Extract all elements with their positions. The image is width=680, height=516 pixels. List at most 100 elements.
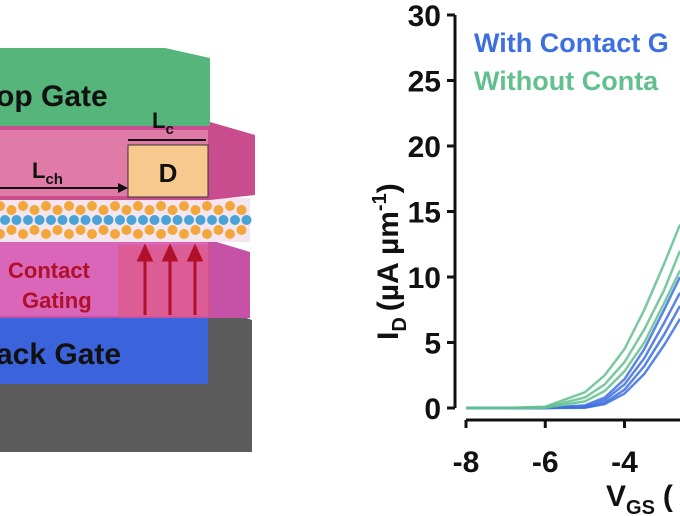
curve [466, 250, 680, 410]
atom [0, 201, 5, 211]
atom [195, 215, 206, 225]
atom [190, 205, 201, 215]
chart: 0 5 10 15 20 25 30 -8 -6 -4 With Contact G Without … [408, 0, 680, 479]
atom [64, 201, 74, 211]
y-label-close: ) [372, 183, 405, 193]
atom [18, 229, 28, 239]
atom [167, 205, 178, 215]
atom [29, 205, 40, 215]
atom [179, 201, 189, 211]
atom [75, 205, 86, 215]
atom [110, 201, 120, 211]
atom [202, 229, 212, 239]
atom [225, 229, 235, 239]
atom [236, 225, 247, 235]
back-gate-layer [0, 318, 208, 384]
y-tick-label: 5 [424, 328, 441, 361]
y-label-sub: D [389, 317, 411, 331]
atom [133, 201, 143, 211]
atom [179, 229, 189, 239]
arrow-head [118, 183, 128, 193]
gating-label: Gating [22, 288, 92, 313]
atom [156, 201, 166, 211]
atom [41, 201, 51, 211]
atom [144, 205, 155, 215]
gating-label: Contact [8, 258, 91, 283]
channel [0, 198, 252, 242]
atom [98, 225, 109, 235]
atom [75, 225, 86, 235]
y-tick-label: 30 [408, 0, 441, 33]
atom [133, 229, 143, 239]
y-axis-label: ID (µA µm-1) [369, 183, 411, 340]
lc-main: L [152, 108, 165, 133]
y-tick-label: 15 [408, 197, 441, 230]
curve [466, 292, 680, 410]
y-label-main: I [372, 332, 405, 340]
atom [41, 229, 51, 239]
atom [156, 229, 166, 239]
drain-box [127, 144, 209, 198]
curve [466, 269, 680, 410]
atom [241, 215, 252, 225]
atom [64, 229, 74, 239]
atom [103, 215, 114, 225]
drain-label: D [159, 158, 178, 188]
atom [126, 215, 137, 225]
atom [213, 205, 224, 215]
atom [236, 205, 247, 215]
x-label-rest: ( [663, 480, 673, 513]
curve [466, 276, 680, 410]
lch-label: Lch [32, 158, 63, 188]
atom [6, 225, 17, 235]
atom [225, 201, 235, 211]
y-tick-label: 20 [408, 131, 441, 164]
atom [6, 205, 17, 215]
atom [34, 215, 45, 225]
atom [184, 215, 194, 225]
y-label-sup: -1 [369, 193, 391, 211]
atom [115, 215, 125, 225]
atom [110, 229, 120, 239]
atom [52, 205, 63, 215]
atom [29, 225, 40, 235]
x-tick-label: -6 [532, 446, 559, 479]
top-gate-label: op Gate [0, 80, 108, 113]
back-gate-label: ack Gate [0, 338, 121, 371]
atom [167, 225, 178, 235]
atom [57, 215, 68, 225]
lc-label: Lc [152, 108, 174, 138]
y-tick-label: 25 [408, 66, 441, 99]
atom [161, 215, 171, 225]
legend-entry: Without Conta [474, 66, 659, 96]
atom [87, 201, 97, 211]
top-gate-layer [0, 48, 210, 126]
atom [18, 201, 28, 211]
curve [466, 224, 680, 410]
x-label-main: V [606, 480, 626, 513]
x-axis-label: VGS ( [606, 480, 673, 516]
atom [218, 215, 229, 225]
y-label-unit: (µA µm [372, 211, 405, 311]
x-tick-label: -4 [611, 446, 638, 479]
atom [98, 205, 109, 215]
atom [121, 225, 132, 235]
atom [52, 225, 63, 235]
atom [87, 229, 97, 239]
atom [172, 215, 183, 225]
atom [149, 215, 160, 225]
atom [80, 215, 91, 225]
lch-sub: ch [45, 171, 63, 188]
atom [144, 225, 155, 235]
atom [202, 201, 212, 211]
atom [69, 215, 79, 225]
lc-sub: c [165, 121, 173, 138]
y-tick-label: 0 [424, 393, 441, 426]
atom [213, 225, 224, 235]
atom [207, 215, 217, 225]
atom [230, 215, 240, 225]
y-tick-label: 10 [408, 262, 441, 295]
atom [46, 215, 56, 225]
x-tick-label: -8 [453, 446, 480, 479]
